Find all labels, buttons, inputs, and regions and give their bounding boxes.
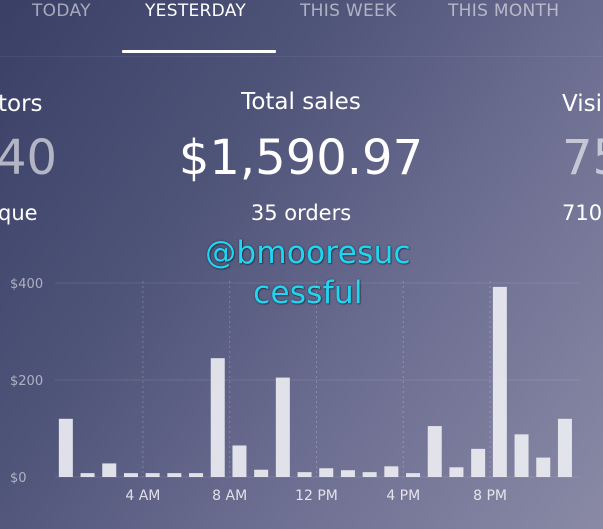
tab-today[interactable]: TODAY [32,1,91,21]
bar [536,457,551,477]
right-card-value: 75 [562,130,603,186]
bar [492,286,507,477]
right-card-sub: 710 [562,201,603,225]
bar [297,472,312,477]
watermark-line-2: cessful [253,275,363,311]
watermark-handle: @bmooresuc cessful [168,233,448,313]
bar [58,418,73,477]
bar [189,473,204,477]
bar [557,418,572,477]
period-tabs: TODAY YESTERDAY THIS WEEK THIS MONTH [0,0,603,57]
total-sales-value: $1,590.97 [178,130,424,186]
y-tick-label: $200 [10,374,43,389]
bar [275,377,290,477]
bar [449,467,464,477]
tab-yesterday[interactable]: YESTERDAY [145,1,247,21]
x-tick-label: 8 PM [473,488,507,504]
bar [406,473,421,477]
x-tick-label: 12 PM [295,488,338,504]
bar [145,473,160,477]
y-tick-label: $0 [10,471,27,486]
left-card-sub: que [0,201,38,225]
tab-this-week[interactable]: THIS WEEK [300,1,397,21]
orders-count: 35 orders [250,201,352,225]
bar [254,469,269,477]
bar [80,473,95,477]
x-tick-label: 4 AM [125,488,160,504]
hourly-sales-chart: $0 $200 $400 4 AM 8 AM 12 PM 4 PM 8 PM [10,277,580,504]
left-card-value: 40 [0,130,58,186]
bar [232,445,247,477]
x-tick-label: 4 PM [386,488,420,504]
tabs-divider [0,56,603,57]
bar [384,466,399,477]
bar [123,473,138,477]
bar [427,426,442,477]
left-card-label: tors [0,91,43,117]
bar [210,358,225,477]
tab-this-month[interactable]: THIS MONTH [448,1,560,21]
total-sales-card[interactable]: Total sales $1,590.97 35 orders [151,88,451,226]
total-sales-label: Total sales [241,89,361,115]
y-tick-label: $400 [10,277,43,292]
x-tick-label: 8 AM [212,488,247,504]
bar [167,473,182,477]
bar [471,448,486,477]
bar [102,463,117,477]
bar [514,434,529,477]
active-tab-indicator [122,50,276,53]
bar [362,472,377,477]
bar [340,470,355,477]
watermark-line-1: @bmooresuc [205,235,411,271]
right-card-label: Visi [562,91,602,117]
bar [319,468,334,477]
